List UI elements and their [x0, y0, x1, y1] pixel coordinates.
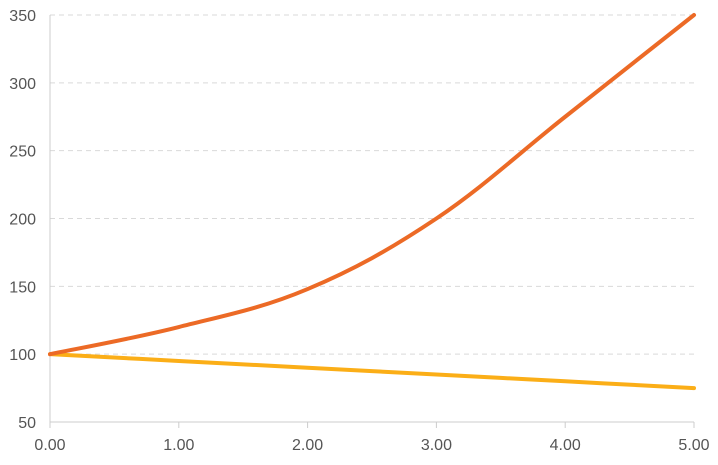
axes	[49, 15, 695, 428]
y-tick-label: 150	[9, 279, 36, 296]
x-tick-label: 1.00	[163, 437, 194, 454]
series-lines	[48, 13, 696, 391]
x-tick-label: 3.00	[421, 437, 452, 454]
x-tick-label: 0.00	[34, 437, 65, 454]
grid-lines	[50, 14, 694, 355]
series-line-1	[48, 13, 696, 357]
y-tick-label: 350	[9, 8, 36, 25]
y-tick-label: 200	[9, 212, 36, 229]
x-tick-label: 2.00	[292, 437, 323, 454]
x-axis-tick-labels: 0.00 1.00 2.00 3.00 4.00 5.00	[34, 437, 709, 454]
series-line-2	[48, 352, 696, 391]
x-tick-label: 4.00	[550, 437, 581, 454]
y-tick-label: 100	[9, 347, 36, 364]
y-tick-label: 300	[9, 76, 36, 93]
y-axis-tick-labels: 50 100 150 200 250 300 350	[9, 8, 36, 432]
y-tick-label: 250	[9, 144, 36, 161]
y-tick-label: 50	[18, 415, 36, 432]
x-tick-label: 5.00	[678, 437, 709, 454]
